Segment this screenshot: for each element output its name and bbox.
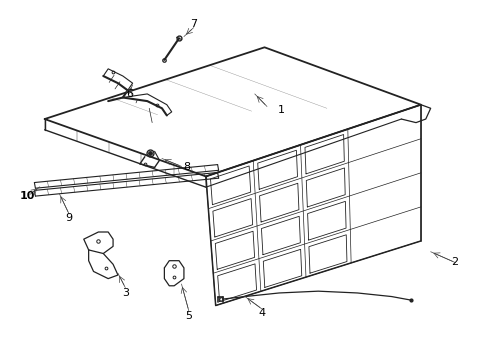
Text: 3: 3 bbox=[122, 288, 129, 298]
Text: 2: 2 bbox=[452, 257, 459, 267]
Text: 6: 6 bbox=[127, 89, 134, 99]
Text: 5: 5 bbox=[185, 311, 192, 321]
Text: 1: 1 bbox=[278, 105, 285, 115]
Text: 7: 7 bbox=[190, 19, 197, 29]
Text: 9: 9 bbox=[66, 213, 73, 222]
Text: 10: 10 bbox=[20, 191, 35, 201]
Text: 8: 8 bbox=[183, 162, 190, 172]
Text: 4: 4 bbox=[259, 308, 266, 318]
